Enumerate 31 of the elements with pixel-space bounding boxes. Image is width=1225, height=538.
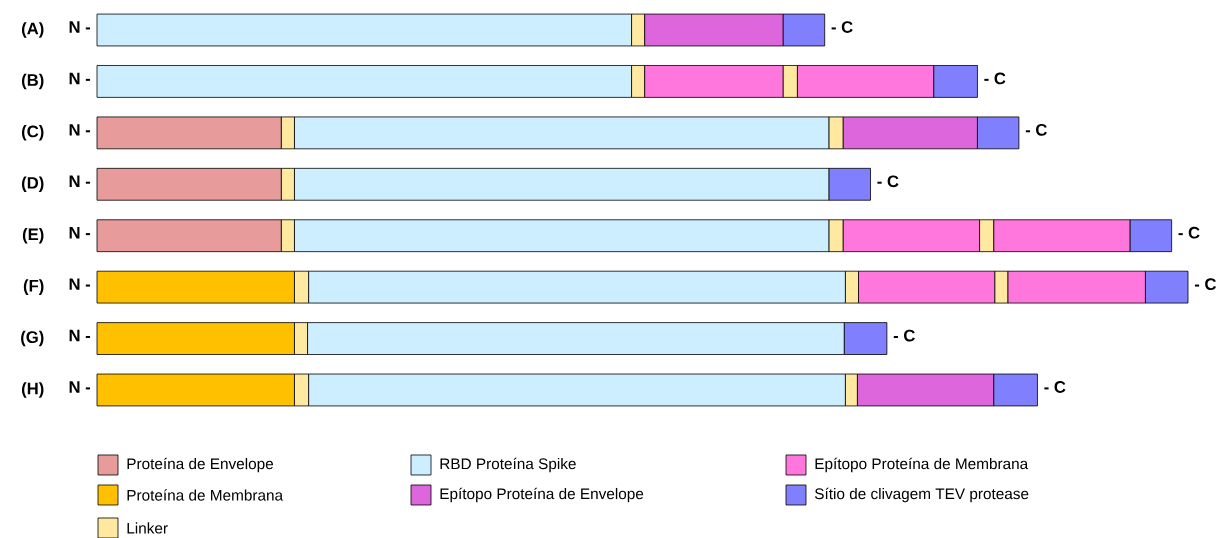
text: N - xyxy=(69,381,91,393)
text: N - xyxy=(69,329,91,342)
annotation: - C xyxy=(893,329,915,342)
text: - C xyxy=(1194,278,1217,290)
y-tick-label: (D) xyxy=(22,176,44,192)
y-tick-label: (C) xyxy=(22,124,44,141)
y-tick-label: (H) xyxy=(22,382,44,398)
y-tick-label: (E) xyxy=(22,227,44,244)
y-tick-label: (F) xyxy=(23,279,44,295)
legend-label: Sítio de clivagem TEV protease xyxy=(814,487,1029,503)
legend-label: Linker xyxy=(127,522,168,534)
annotation: - C xyxy=(877,175,899,188)
annotation: - C xyxy=(831,20,853,33)
text: N - xyxy=(69,175,91,187)
text: N - xyxy=(69,72,91,84)
text: N - xyxy=(69,226,91,239)
text: N - xyxy=(69,278,91,290)
text: N - xyxy=(69,123,91,136)
legend-label: Epítopo Proteína de Membrana xyxy=(815,457,1029,473)
annotation: - C xyxy=(1178,226,1200,239)
legend-label: Proteína de Membrana xyxy=(127,489,284,501)
legend-label: Proteína de Envelope xyxy=(127,457,274,473)
annotation: - C xyxy=(1044,380,1066,393)
y-tick-label: (A) xyxy=(22,22,44,38)
y-tick-label: (G) xyxy=(21,330,44,347)
y-tick-label: (B) xyxy=(22,73,44,90)
annotation: - C xyxy=(984,72,1006,85)
legend-label: RBD Proteína Spike xyxy=(440,457,576,473)
text: N - xyxy=(69,21,91,33)
legend-label: Epítopo Proteína de Envelope xyxy=(440,487,644,503)
annotation: - C xyxy=(1025,123,1047,136)
